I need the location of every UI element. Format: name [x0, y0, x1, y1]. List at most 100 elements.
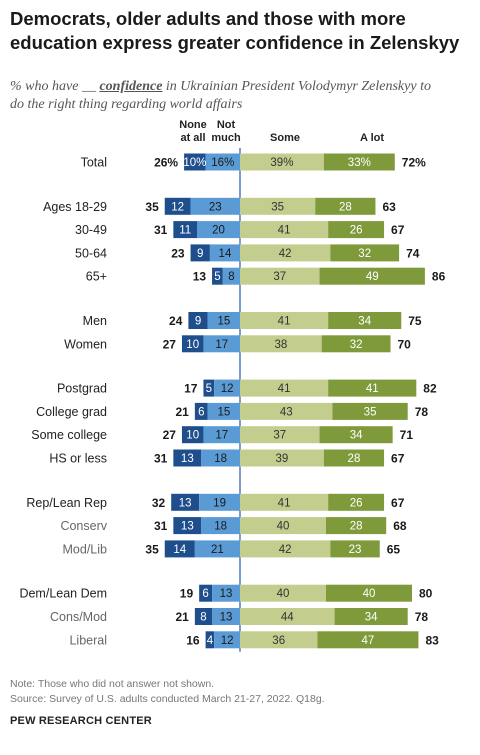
bar-none-at-all	[171, 493, 200, 511]
bar-none-at-all	[190, 244, 210, 262]
net-positive: 70	[398, 337, 412, 351]
bar-some	[240, 379, 329, 397]
net-negative: 27	[163, 337, 177, 351]
value-not-much: 15	[217, 316, 230, 328]
bar-a-lot	[328, 312, 402, 329]
net-negative: 21	[175, 405, 189, 419]
bar-a-lot	[330, 244, 400, 262]
net-negative: 24	[169, 314, 183, 328]
net-positive: 67	[391, 223, 405, 237]
value-a-lot: 32	[358, 248, 371, 260]
value-none-at-all: 14	[173, 544, 186, 556]
value-none-at-all: 13	[181, 521, 194, 533]
value-some: 41	[278, 497, 291, 509]
bar-a-lot	[328, 493, 385, 511]
net-positive: 75	[408, 314, 422, 328]
pew-brand: PEW RESEARCH CENTER	[10, 715, 152, 727]
bar-none-at-all	[194, 608, 213, 625]
value-a-lot: 28	[350, 521, 363, 533]
bar-not-much	[214, 631, 240, 649]
value-some: 42	[279, 544, 292, 556]
value-a-lot: 26	[350, 225, 363, 237]
row-label: Rep/Lean Rep	[26, 496, 107, 510]
value-some: 42	[279, 248, 292, 260]
bar-some	[240, 402, 333, 420]
row-label: Postgrad	[57, 382, 107, 396]
value-none-at-all: 10	[186, 430, 199, 442]
bar-not-much	[201, 449, 240, 467]
row-label: Some college	[31, 428, 107, 442]
bar-some	[240, 426, 320, 444]
value-a-lot: 28	[348, 453, 361, 465]
value-not-much: 18	[214, 453, 227, 465]
bar-a-lot	[321, 335, 391, 353]
bar-some	[240, 608, 335, 625]
bar-some	[240, 221, 329, 239]
bar-none-at-all	[164, 197, 191, 215]
row-label: Mod/Lib	[63, 542, 108, 556]
row-label: Cons/Mod	[50, 610, 107, 624]
bar-a-lot	[326, 517, 387, 535]
row-label: Men	[83, 314, 107, 328]
bar-not-much	[194, 540, 240, 558]
net-positive: 78	[415, 405, 429, 419]
bar-a-lot	[319, 426, 393, 444]
value-a-lot: 47	[362, 635, 375, 647]
subtitle-line-1: % who have __ confidence in Ukrainian Pr…	[10, 78, 472, 96]
bar-none-at-all	[188, 312, 208, 329]
net-positive: 68	[393, 519, 407, 533]
value-not-much: 13	[220, 612, 233, 624]
chart-title: Democrats, older adults and those with m…	[10, 7, 472, 55]
title-line-1: Democrats, older adults and those with m…	[10, 8, 406, 29]
net-negative: 26%	[154, 156, 178, 170]
bar-not-much	[207, 402, 240, 420]
header-none-at-all-line2: at all	[180, 132, 205, 144]
bar-not-much	[212, 584, 240, 602]
row-label: 65+	[86, 270, 107, 284]
value-a-lot: 32	[350, 339, 363, 351]
bar-none-at-all	[203, 379, 215, 397]
row-label: HS or less	[49, 452, 107, 466]
row-label: Women	[64, 337, 107, 351]
value-not-much: 20	[212, 225, 225, 237]
value-none-at-all: 5	[214, 271, 220, 283]
value-none-at-all: 8	[200, 612, 206, 624]
value-some: 41	[278, 225, 291, 237]
bar-a-lot	[332, 402, 408, 420]
net-positive: 78	[415, 610, 429, 624]
value-a-lot: 35	[364, 406, 377, 418]
bar-a-lot	[323, 449, 385, 467]
value-a-lot: 26	[350, 497, 363, 509]
bar-none-at-all	[181, 335, 204, 353]
bar-none-at-all	[173, 221, 197, 239]
net-positive: 74	[406, 246, 420, 260]
net-negative: 31	[154, 223, 168, 237]
bar-none-at-all	[184, 153, 206, 171]
bar-some	[240, 153, 324, 171]
value-some: 37	[273, 271, 286, 283]
bar-not-much	[201, 517, 240, 535]
net-positive: 83	[425, 633, 439, 647]
value-a-lot: 34	[365, 612, 378, 624]
value-not-much: 12	[221, 383, 234, 395]
net-negative: 16	[186, 633, 200, 647]
chart-subtitle: % who have __ confidence in Ukrainian Pr…	[10, 78, 472, 114]
net-positive: 71	[400, 428, 414, 442]
value-not-much: 19	[213, 497, 226, 509]
bar-none-at-all	[205, 631, 215, 649]
value-none-at-all: 11	[179, 225, 191, 237]
value-some: 39	[276, 453, 289, 465]
header-none-at-all-line1: None	[179, 119, 207, 131]
value-not-much: 17	[215, 339, 228, 351]
header-some: Some	[270, 132, 300, 144]
value-some: 35	[271, 201, 284, 213]
net-positive: 63	[382, 200, 396, 214]
net-positive: 67	[391, 452, 405, 466]
bar-not-much	[203, 426, 240, 444]
bar-none-at-all	[181, 426, 204, 444]
net-positive: 65	[387, 542, 401, 556]
row-label: Total	[81, 156, 107, 170]
value-some: 43	[280, 406, 293, 418]
bar-some	[240, 312, 329, 329]
